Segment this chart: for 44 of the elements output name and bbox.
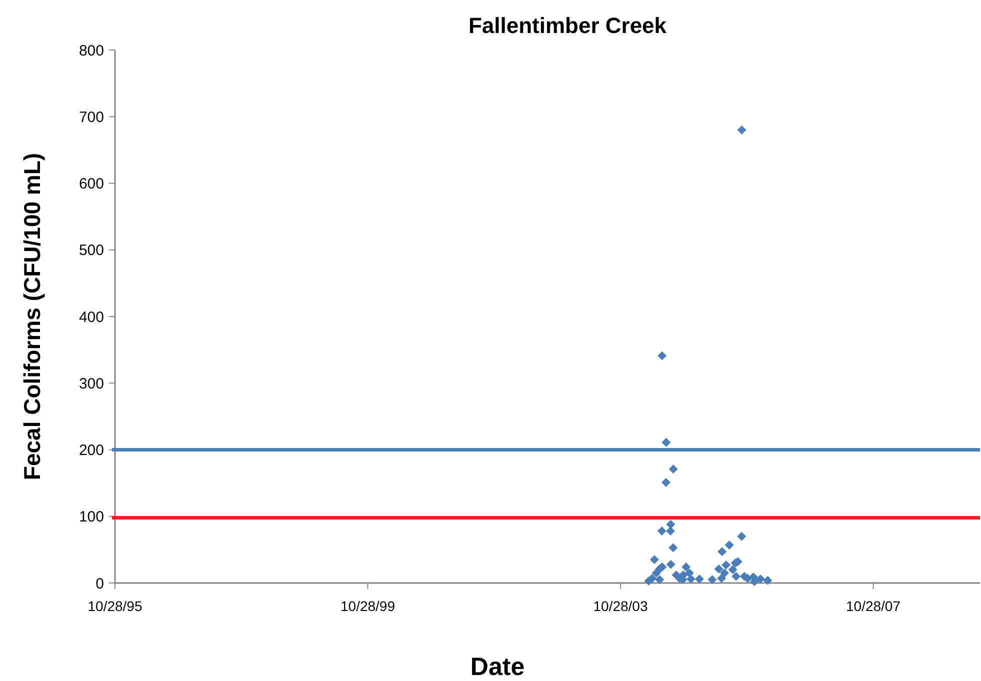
- point: [657, 526, 666, 536]
- point: [722, 560, 731, 570]
- y-tick-label: 200: [78, 442, 104, 459]
- point: [662, 478, 671, 487]
- y-tick-label: 100: [78, 508, 104, 526]
- point: [655, 575, 664, 584]
- x-tick-label: 10/28/07: [846, 598, 901, 614]
- y-tick-label: 300: [78, 375, 104, 392]
- point: [756, 574, 765, 584]
- point: [732, 572, 741, 581]
- point: [686, 574, 696, 584]
- point: [666, 520, 676, 529]
- point: [708, 575, 717, 584]
- x-tick-label: 10/28/99: [340, 598, 396, 614]
- point: [720, 568, 729, 578]
- y-tick-label: 600: [78, 176, 104, 192]
- point: [682, 562, 691, 572]
- point: [694, 574, 704, 584]
- point: [650, 555, 659, 564]
- point: [724, 540, 734, 550]
- point: [662, 438, 671, 447]
- point: [714, 564, 724, 574]
- point: [763, 576, 772, 585]
- point: [717, 574, 726, 583]
- point: [718, 547, 727, 556]
- point: [737, 532, 746, 541]
- point: [728, 565, 738, 574]
- y-axis-title: Fecal Coliforms (CFU/100 mL): [19, 152, 45, 480]
- point: [658, 351, 667, 360]
- x-tick-label: 10/28/03: [593, 598, 648, 614]
- y-tick-label: 700: [78, 108, 104, 126]
- point: [684, 568, 694, 578]
- x-axis-title: Date: [470, 653, 525, 681]
- point: [666, 526, 676, 536]
- point: [737, 125, 746, 134]
- y-tick-label: 400: [78, 308, 104, 326]
- y-tick-label: 500: [78, 242, 104, 260]
- point: [666, 560, 676, 569]
- point: [668, 464, 678, 474]
- chart-title: Fallentimber Creek: [468, 13, 668, 38]
- point: [668, 543, 678, 552]
- y-tick-label: 800: [78, 42, 104, 60]
- x-tick-label: 10/28/95: [88, 598, 142, 614]
- y-tick-label: 0: [96, 575, 104, 592]
